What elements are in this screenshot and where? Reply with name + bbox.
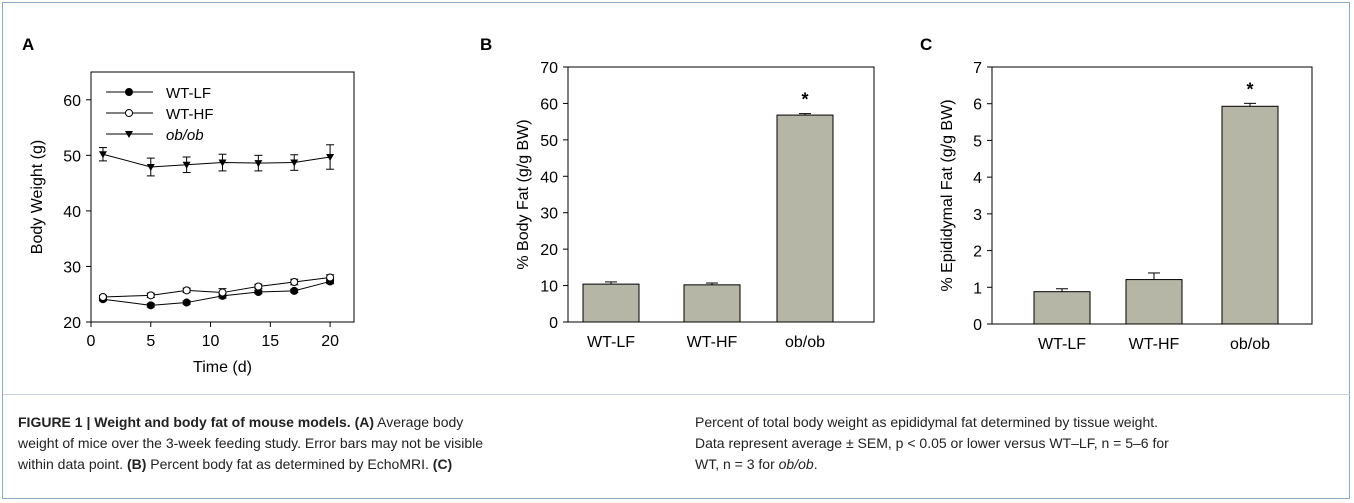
caption-label: FIGURE 1 | Weight and body fat of mouse … [18,414,351,430]
legend-label: WT-HF [166,106,213,123]
data-point [290,286,299,295]
caption-text-a2: weight of mice over the 3-week feeding s… [18,435,484,451]
caption-left: FIGURE 1 | Weight and body fat of mouse … [18,412,678,475]
caption-text-b: Percent body fat as determined by EchoMR… [146,456,433,472]
panel-b-y-tick-label: 10 [540,279,558,296]
data-point [218,159,227,167]
panel-a-y-tick-label: 20 [63,315,81,332]
data-point [290,278,299,286]
panel-c-y-axis-label: % Epididymal Fat (g/g BW) [939,99,956,291]
panel-b-category-label: WT-HF [687,334,738,351]
panel-a-plot-frame [90,71,355,323]
legend-marker [125,109,133,117]
legend-label: ob/ob [166,127,204,144]
panel-a-x-tick-label: 15 [261,333,279,350]
panel-a-x-tick-label: 5 [146,333,155,350]
panel-c-bar [1125,279,1183,325]
panel-c-bar [1033,291,1091,325]
data-point [146,291,155,300]
caption-tag-c: (C) [432,456,453,472]
caption-divider [3,394,1350,395]
panel-b-category-label: WT-LF [587,334,635,351]
data-point [254,282,263,291]
panel-c-y-tick-label: 1 [973,280,982,297]
caption-text-c2: Data represent average ± SEM, p < 0.05 o… [695,435,1169,451]
caption-text-c3a: WT, n = 3 for [695,456,779,472]
panel-a-y-tick-label: 50 [63,148,81,165]
panel-b-significance-mark: * [801,90,808,110]
caption-text-c3b: ob/ob [778,456,814,472]
legend-marker [125,88,133,96]
panel-a-x-tick-label: 0 [87,333,96,350]
panel-a-y-tick-label: 30 [63,259,81,276]
data-point [218,288,227,297]
data-point [98,151,107,159]
data-point [290,159,299,167]
data-point [146,164,155,171]
caption-text-b-pre: within data point. [18,456,127,472]
data-point [326,273,335,282]
data-point [182,161,191,169]
panel-a-x-tick-label: 10 [202,333,220,350]
data-point [98,293,107,301]
caption-text-c3c: . [813,456,818,472]
caption-right: Percent of total body weight as epididym… [695,412,1345,475]
caption-tag-a: (A) [354,414,375,430]
data-point [326,154,335,161]
panel-a-x-axis-label: Time (d) [193,359,252,376]
panel-b-y-tick-label: 0 [549,315,558,332]
panel-a-x-tick-label: 20 [321,333,339,350]
caption-text-a1: Average body [374,414,464,430]
panel-b-bar [776,114,834,323]
legend-label: WT-LF [166,85,211,102]
panel-c-category-label: WT-LF [1038,336,1086,353]
panel-c-significance-mark: * [1246,79,1253,99]
panel-a-y-tick-label: 40 [63,204,81,221]
panel-c-y-tick-label: 7 [973,60,982,77]
panel-c-category-label: ob/ob [1230,336,1270,353]
caption-tag-b: (B) [126,456,147,472]
panel-b-y-tick-label: 20 [540,242,558,259]
data-point [146,301,155,310]
panel-b-category-label: ob/ob [785,334,825,351]
data-point [254,160,263,168]
panel-b-y-tick-label: 70 [540,60,558,77]
panel-label-b: B [480,35,492,54]
data-point [182,298,191,307]
panel-b-bar [582,283,640,323]
panel-a-y-axis-label: Body Weight (g) [29,140,46,254]
panel-c-y-tick-label: 3 [973,207,982,224]
panel-b-y-tick-label: 50 [540,133,558,150]
data-point [182,286,191,295]
panel-c-y-tick-label: 0 [973,317,982,334]
panel-c-y-tick-label: 2 [973,244,982,261]
panel-b-y-tick-label: 60 [540,96,558,113]
caption-text-c1: Percent of total body weight as epididym… [695,414,1159,430]
legend-marker [125,131,133,138]
panel-c-category-label: WT-HF [1129,336,1180,353]
panel-a-y-tick-label: 60 [63,93,81,110]
panel-b-y-tick-label: 30 [540,206,558,223]
panel-b-y-tick-label: 40 [540,169,558,186]
panel-label-a: A [22,35,34,54]
panel-label-c: C [920,35,932,54]
panel-c-y-tick-label: 5 [973,133,982,150]
panel-b-bar [683,284,741,323]
panel-b-y-axis-label: % Body Fat (g/g BW) [515,119,532,269]
panel-c-y-tick-label: 4 [973,170,982,187]
panel-c-bar [1221,105,1279,325]
panel-c-y-tick-label: 6 [973,97,982,114]
